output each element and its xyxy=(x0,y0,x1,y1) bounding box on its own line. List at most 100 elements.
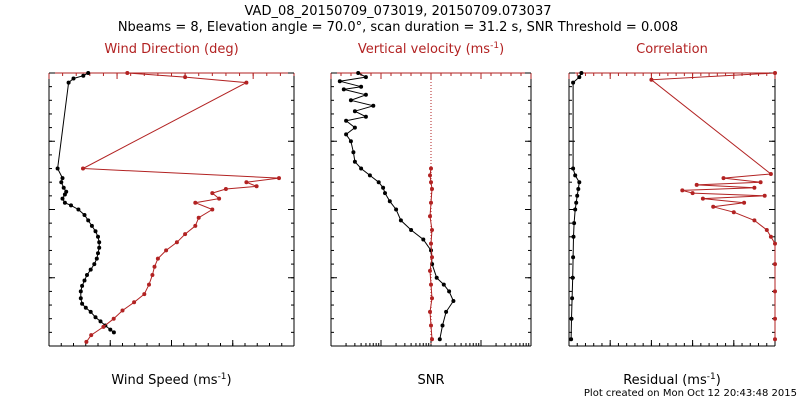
data-point-red xyxy=(193,223,198,228)
data-point-black xyxy=(88,267,93,272)
data-point-black xyxy=(55,166,60,171)
data-point-black xyxy=(86,218,91,223)
data-point-black xyxy=(572,221,577,226)
data-point-red xyxy=(430,296,434,301)
data-point-black xyxy=(573,207,578,212)
data-point-black xyxy=(341,87,346,92)
data-point-black xyxy=(78,289,83,294)
series-line-red xyxy=(650,72,776,340)
data-point-red xyxy=(174,240,179,245)
data-point-black xyxy=(574,200,579,205)
series-red xyxy=(649,71,777,342)
data-point-red xyxy=(694,182,699,187)
data-point-red xyxy=(429,323,433,328)
data-point-black xyxy=(577,180,582,185)
data-point-black xyxy=(371,103,376,108)
data-point-red xyxy=(152,264,157,269)
series-line-red xyxy=(81,72,280,343)
data-point-black xyxy=(96,234,100,239)
data-point-red xyxy=(84,339,89,344)
data-point-red xyxy=(773,337,777,342)
data-point-red xyxy=(120,308,125,313)
data-point-red xyxy=(254,184,259,189)
axis-label-text: Residual (ms xyxy=(623,373,707,388)
series-black xyxy=(337,71,456,342)
data-point-black xyxy=(434,275,439,280)
data-point-red xyxy=(155,256,160,261)
bottom-axis-label: Residual (ms-1) xyxy=(623,372,721,388)
data-point-red xyxy=(244,180,249,185)
data-point-black xyxy=(82,213,87,217)
data-point-black xyxy=(363,114,368,119)
data-point-red xyxy=(210,207,215,212)
data-point-red xyxy=(649,77,654,82)
data-point-black xyxy=(71,76,76,81)
data-point-black xyxy=(387,199,392,204)
data-point-black xyxy=(381,185,386,190)
data-point-black xyxy=(376,180,381,185)
data-point-black xyxy=(570,296,575,301)
axis-label-exponent: -1 xyxy=(218,372,227,382)
data-point-black xyxy=(60,196,65,201)
data-point-red xyxy=(277,176,281,181)
data-point-black xyxy=(441,282,446,287)
data-point-red xyxy=(773,241,777,246)
data-point-black xyxy=(85,273,89,277)
data-point-black xyxy=(89,223,94,228)
data-point-black xyxy=(352,125,357,130)
data-point-black xyxy=(570,275,575,280)
data-point-red xyxy=(428,173,432,178)
axis-label-text: SNR xyxy=(417,373,444,388)
data-point-black xyxy=(571,166,576,171)
data-point-red xyxy=(244,80,249,85)
data-point-black xyxy=(93,315,98,320)
data-point-red xyxy=(193,200,198,205)
data-point-black xyxy=(398,218,403,223)
data-point-red xyxy=(711,204,716,209)
data-point-black xyxy=(80,283,85,288)
data-point-red xyxy=(430,255,434,260)
data-point-red xyxy=(731,210,736,215)
data-point-red xyxy=(132,300,137,305)
data-point-black xyxy=(96,251,100,256)
data-point-black xyxy=(421,237,426,242)
data-point-black xyxy=(59,180,64,185)
data-point-red xyxy=(773,71,777,75)
data-point-red xyxy=(428,214,432,219)
data-point-black xyxy=(579,71,584,75)
data-point-red xyxy=(680,188,685,193)
axis-label-close: ) xyxy=(227,373,232,388)
data-point-black xyxy=(348,98,353,103)
data-point-red xyxy=(773,262,777,267)
data-point-red xyxy=(428,309,432,314)
data-point-red xyxy=(217,196,222,201)
data-point-red xyxy=(101,324,106,329)
data-point-black xyxy=(359,84,364,89)
data-point-black xyxy=(61,185,66,190)
chart-panel-1: Wind Speed (ms-1) Wind Direction (deg) xyxy=(48,42,295,388)
axis-label-close: ) xyxy=(499,42,504,57)
data-point-red xyxy=(690,191,695,196)
data-point-red xyxy=(429,241,433,246)
data-point-black xyxy=(571,234,576,239)
data-point-black xyxy=(577,75,582,80)
title-line-2: Nbeams = 8, Elevation angle = 70.0°, sca… xyxy=(118,20,678,35)
data-point-black xyxy=(111,330,116,335)
data-point-black xyxy=(571,255,576,260)
bottom-axis-label: SNR xyxy=(417,373,444,388)
data-point-black xyxy=(98,319,103,324)
data-point-red xyxy=(429,200,433,205)
data-point-black xyxy=(352,159,357,164)
data-point-red xyxy=(196,215,201,220)
data-point-red xyxy=(768,172,773,176)
data-point-red xyxy=(428,268,432,273)
series-red xyxy=(428,166,434,342)
data-point-red xyxy=(700,196,705,201)
data-point-black xyxy=(337,79,342,84)
data-point-black xyxy=(356,71,361,75)
data-point-black xyxy=(97,240,102,245)
data-point-black xyxy=(351,150,356,155)
axis-label-text: Vertical velocity (ms xyxy=(358,42,490,57)
data-point-red xyxy=(773,289,777,294)
